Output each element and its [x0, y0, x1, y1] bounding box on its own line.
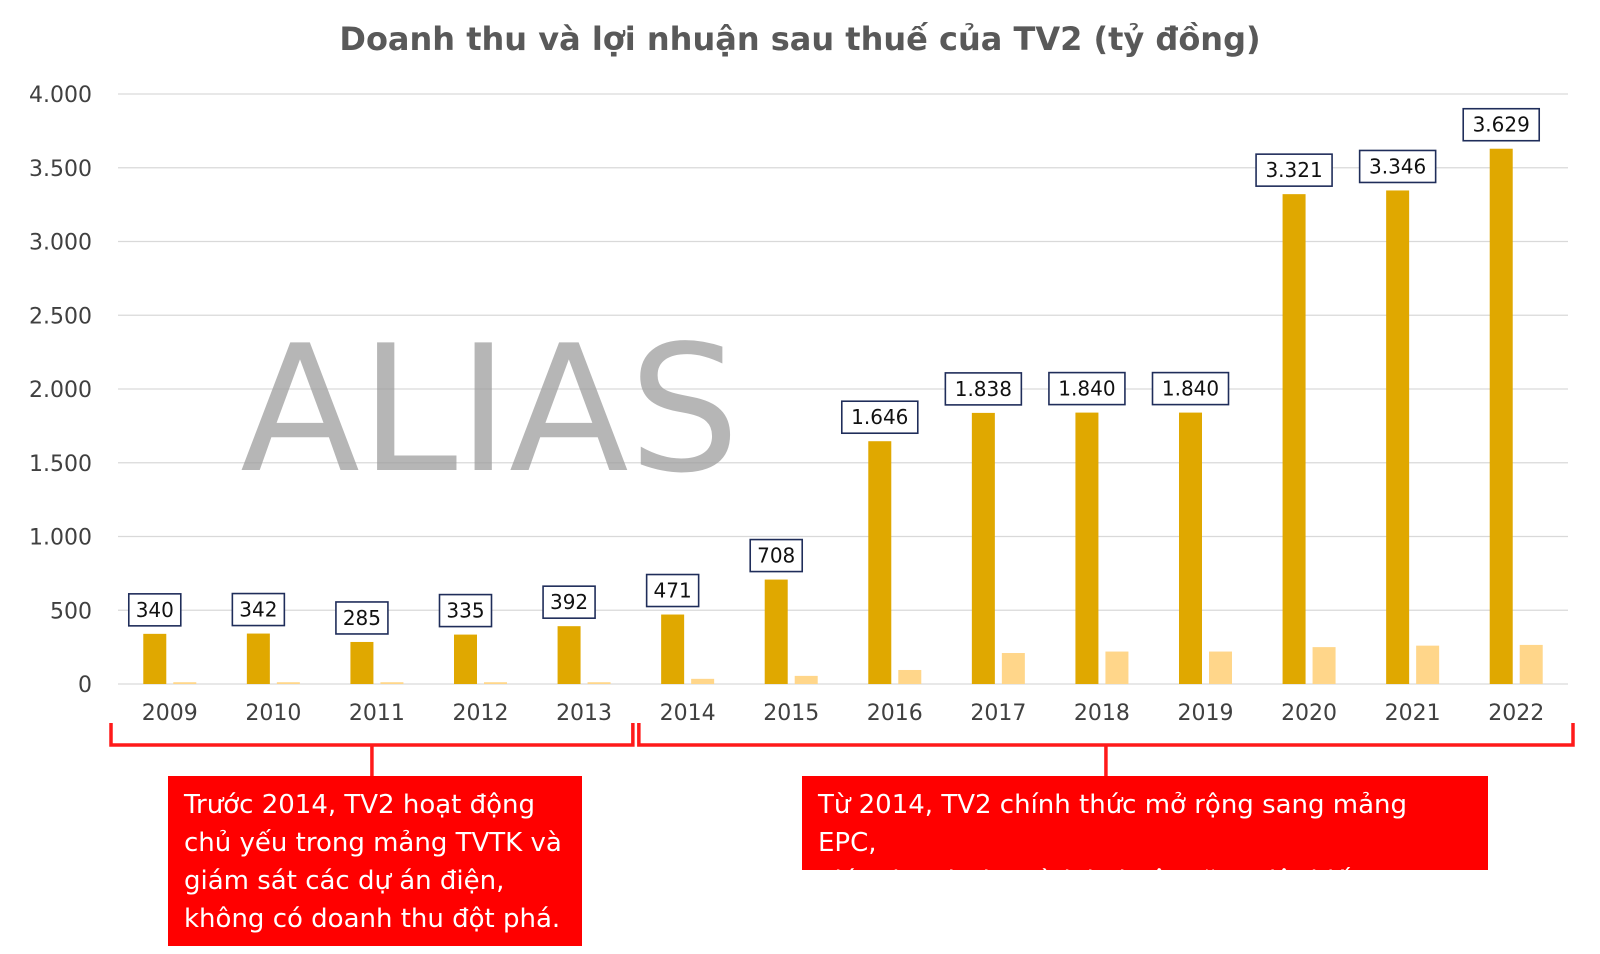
data-label: 708 — [757, 544, 795, 568]
bar-series2 — [1105, 651, 1129, 684]
bar-series1 — [661, 614, 685, 684]
y-tick-label: 0 — [78, 673, 92, 698]
x-tick-label: 2021 — [1385, 701, 1441, 726]
data-label: 335 — [446, 599, 484, 623]
data-label-box — [1462, 107, 1541, 142]
y-tick-label: 3.000 — [29, 231, 92, 256]
data-label-box — [645, 573, 700, 608]
x-tick-label: 2012 — [453, 701, 509, 726]
bar-series1 — [350, 641, 374, 684]
data-label-box — [438, 593, 493, 628]
x-tick-label: 2009 — [142, 701, 198, 726]
annotation-bracket — [637, 723, 1575, 747]
bar-series1 — [1179, 412, 1202, 684]
y-axis-ticks: 0 500 1.000 1.500 2.000 2.500 3.000 3.500 4.000 — [29, 83, 92, 698]
annotation-brackets — [109, 723, 1575, 776]
bar-series2 — [1209, 651, 1232, 684]
x-tick-label: 2017 — [970, 701, 1026, 726]
data-label-box — [840, 400, 919, 435]
bar-series2 — [484, 682, 507, 684]
data-label-box — [1358, 149, 1437, 184]
data-label-box — [335, 601, 389, 635]
bar-series1 — [1282, 194, 1306, 684]
data-label-box — [542, 585, 596, 619]
data-label-box — [749, 538, 804, 573]
bar-series1 — [1489, 148, 1513, 684]
data-label: 285 — [343, 606, 381, 630]
data-label-box — [944, 372, 1023, 406]
data-label: 471 — [654, 579, 692, 603]
y-tick-label: 1.500 — [29, 452, 92, 477]
bar-series2 — [1001, 653, 1025, 684]
bar-series2 — [276, 682, 300, 684]
bar-series2 — [587, 682, 611, 684]
y-tick-label: 2.000 — [29, 378, 92, 403]
bar-series2 — [1312, 647, 1336, 684]
y-tick-label: 4.000 — [29, 83, 92, 108]
data-label-box — [1151, 371, 1230, 406]
data-label-box — [1255, 153, 1333, 187]
annotation-before-2014: Trước 2014, TV2 hoạt động chủ yếu trong … — [168, 776, 582, 946]
bar-series2 — [173, 682, 197, 684]
bar-series2 — [380, 682, 404, 684]
annotation-bracket — [109, 723, 635, 747]
x-tick-label: 2015 — [763, 701, 819, 726]
x-tick-label: 2010 — [245, 701, 301, 726]
data-label: 1.838 — [955, 377, 1012, 401]
y-tick-label: 3.500 — [29, 157, 92, 182]
bar-series1 — [246, 633, 270, 684]
bar-series1 — [764, 579, 788, 684]
bar-series1 — [1386, 190, 1410, 684]
x-tick-label: 2013 — [556, 701, 612, 726]
x-tick-label: 2022 — [1488, 701, 1544, 726]
chart-title: Doanh thu và lợi nhuận sau thuế của TV2 … — [339, 20, 1260, 58]
data-label: 392 — [550, 590, 588, 614]
x-tick-label: 2018 — [1074, 701, 1130, 726]
bars — [143, 148, 1543, 684]
bar-series2 — [794, 675, 818, 684]
x-tick-label: 2011 — [349, 701, 405, 726]
y-tick-label: 2.500 — [29, 304, 92, 329]
data-label: 340 — [136, 598, 174, 622]
data-label: 3.346 — [1369, 154, 1426, 178]
bar-series1 — [454, 634, 477, 684]
x-tick-label: 2019 — [1178, 701, 1234, 726]
data-labels: 340 342 285 335 392 471 708 1.646 1.838 1.840 1.84… — [127, 107, 1541, 635]
x-tick-label: 2020 — [1281, 701, 1337, 726]
x-tick-label: 2014 — [660, 701, 716, 726]
data-label: 1.646 — [851, 405, 908, 429]
bar-series2 — [691, 678, 715, 684]
data-label: 3.629 — [1473, 113, 1530, 137]
data-label-box — [231, 592, 286, 627]
data-label: 3.321 — [1265, 158, 1322, 182]
bar-series2 — [1519, 644, 1543, 684]
data-label: 1.840 — [1058, 377, 1115, 401]
x-axis-ticks: 2009 2010 2011 2012 2013 2014 2015 2016 2017 2018… — [142, 701, 1544, 726]
bar-series1 — [868, 441, 892, 684]
bar-series2 — [898, 669, 922, 684]
data-label-box — [1048, 371, 1126, 406]
bar-series2 — [1416, 645, 1440, 684]
data-label: 342 — [239, 598, 277, 622]
data-label: 1.840 — [1162, 377, 1219, 401]
data-label-box — [127, 593, 182, 627]
annotation-from-2014: Từ 2014, TV2 chính thức mở rộng sang mản… — [802, 776, 1488, 896]
bar-series1 — [143, 633, 167, 684]
bar-series1 — [1075, 412, 1099, 684]
bar-series1 — [971, 412, 995, 684]
bar-series1 — [557, 626, 581, 684]
x-tick-label: 2016 — [867, 701, 923, 726]
watermark: ALIAS — [240, 309, 740, 512]
y-tick-label: 1.000 — [29, 526, 92, 551]
y-tick-label: 500 — [50, 599, 92, 624]
